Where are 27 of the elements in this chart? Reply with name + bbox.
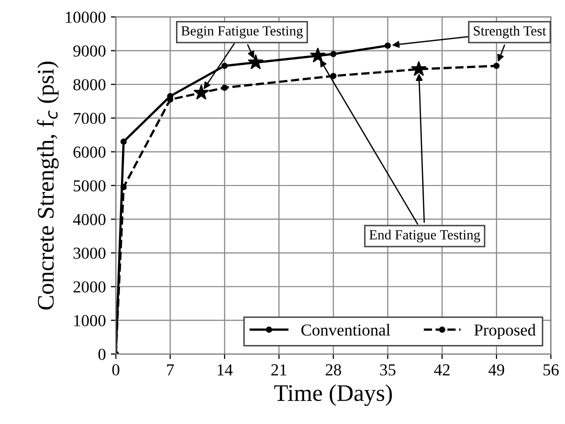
x-tick-label: 0 xyxy=(112,364,120,376)
legend-label: Conventional xyxy=(301,324,390,336)
x-axis-title: Time (Days) xyxy=(274,384,392,406)
y-axis-title: Concrete Strength, f$_{c}$ (psi) xyxy=(36,62,59,310)
y-tick-label: 3000 xyxy=(74,248,106,259)
x-tick-label: 28 xyxy=(326,364,342,376)
x-tick-label: 56 xyxy=(544,364,559,376)
y-tick-label: 5000 xyxy=(74,180,106,192)
x-tick-label: 42 xyxy=(434,364,450,376)
x-tick-label: 35 xyxy=(380,364,396,376)
y-tick-label: 9000 xyxy=(73,45,106,57)
y-tick-label: 6000 xyxy=(73,146,106,158)
y-tick-label: 0 xyxy=(98,348,106,360)
annotation: Begin Fatigue Testing xyxy=(181,26,303,38)
legend-label: Proposed xyxy=(474,324,536,340)
x-tick-label: 49 xyxy=(488,364,504,376)
x-tick-label: 21 xyxy=(271,364,286,376)
y-tick-label: 1000 xyxy=(74,315,106,326)
y-tick-label: 2000 xyxy=(74,281,106,293)
x-tick-label: 14 xyxy=(218,364,233,376)
annotation: End Fatigue Testing xyxy=(369,230,480,242)
y-tick-label: 10000 xyxy=(66,12,106,23)
annotation: Strength Test xyxy=(474,26,546,38)
x-tick-label: 7 xyxy=(167,364,174,376)
y-tick-label: 4000 xyxy=(73,214,106,226)
y-tick-label: 8000 xyxy=(73,79,106,90)
y-tick-label: 7000 xyxy=(74,112,106,124)
